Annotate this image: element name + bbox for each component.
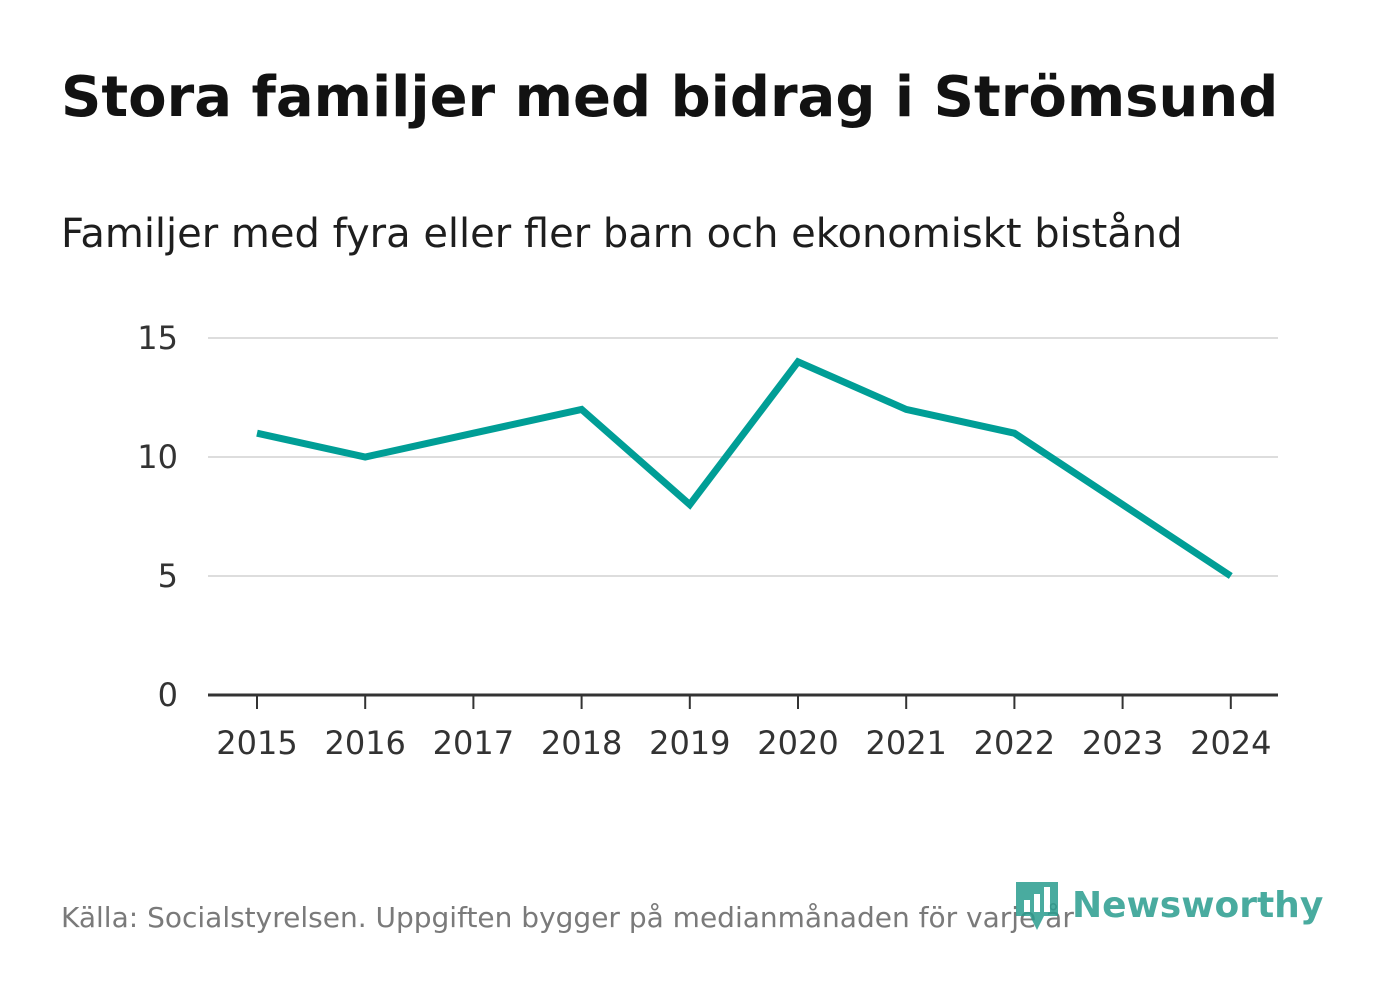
y-tick-label: 5 — [158, 557, 178, 595]
x-tick-label: 2017 — [433, 724, 514, 762]
x-axis — [208, 693, 1278, 709]
y-tick-label: 0 — [158, 676, 178, 714]
grid-lines — [208, 337, 1278, 577]
source-note: Källa: Socialstyrelsen. Uppgiften bygger… — [61, 901, 1074, 934]
y-tick-label: 15 — [137, 319, 178, 357]
chart-subtitle: Familjer med fyra eller fler barn och ek… — [61, 211, 1183, 257]
chart-title: Stora familjer med bidrag i Strömsund — [61, 65, 1279, 130]
y-tick-label: 10 — [137, 438, 178, 476]
x-tick-label: 2023 — [1082, 724, 1163, 762]
x-tick-label: 2022 — [974, 724, 1055, 762]
bar-chart-pin-icon — [1016, 882, 1058, 930]
series-line — [256, 357, 1233, 579]
x-tick-label: 2015 — [216, 724, 297, 762]
x-tick-label: 2018 — [541, 724, 622, 762]
logo-text: Newsworthy — [1072, 885, 1324, 926]
x-tick-labels: 2015 2016 2017 2018 2019 2020 2021 2022 2023 2024 — [216, 724, 1271, 762]
x-tick-label: 2024 — [1190, 724, 1271, 762]
x-tick-label: 2016 — [324, 724, 405, 762]
x-tick-label: 2020 — [757, 724, 838, 762]
y-tick-labels: 0 5 10 15 — [137, 319, 178, 714]
series-lines — [256, 357, 1233, 579]
x-tick-label: 2021 — [865, 724, 946, 762]
newsworthy-logo: Newsworthy — [1012, 878, 1323, 934]
x-tick-label: 2019 — [649, 724, 730, 762]
